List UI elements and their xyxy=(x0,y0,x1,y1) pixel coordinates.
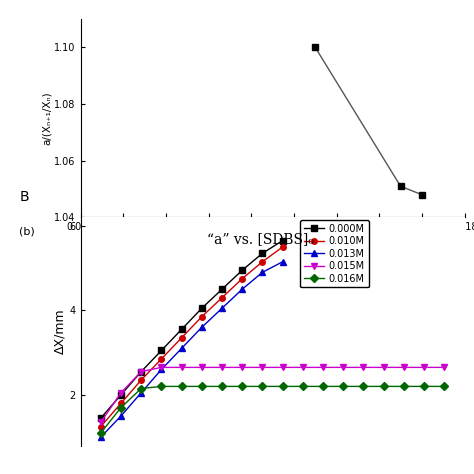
0.015M xyxy=(340,365,346,370)
0.010M xyxy=(280,244,285,250)
0.000M xyxy=(159,347,164,353)
0.016M xyxy=(320,383,326,389)
0.016M xyxy=(300,383,306,389)
0.015M xyxy=(421,365,427,370)
Line: 0.016M: 0.016M xyxy=(98,383,447,436)
0.016M xyxy=(260,383,265,389)
0.013M xyxy=(239,286,245,292)
0.015M xyxy=(280,365,285,370)
Line: 0.013M: 0.013M xyxy=(98,259,285,440)
0.013M xyxy=(138,390,144,396)
0.013M xyxy=(159,367,164,373)
0.016M xyxy=(280,383,285,389)
0.000M xyxy=(239,267,245,273)
Legend: 0.000M, 0.010M, 0.013M, 0.015M, 0.016M: 0.000M, 0.010M, 0.013M, 0.015M, 0.016M xyxy=(301,220,369,287)
0.016M xyxy=(219,383,225,389)
0.013M xyxy=(280,259,285,264)
0.013M xyxy=(179,346,184,351)
0.015M xyxy=(361,365,366,370)
0.015M xyxy=(118,390,124,396)
0.016M xyxy=(179,383,184,389)
Line: 0.000M: 0.000M xyxy=(98,238,285,421)
0.015M xyxy=(260,365,265,370)
0.013M xyxy=(118,413,124,419)
0.010M xyxy=(260,259,265,264)
0.010M xyxy=(199,314,205,319)
0.010M xyxy=(159,356,164,362)
Line: 0.015M: 0.015M xyxy=(98,365,447,425)
0.015M xyxy=(179,365,184,370)
0.000M xyxy=(138,369,144,374)
0.000M xyxy=(179,327,184,332)
0.016M xyxy=(381,383,386,389)
0.015M xyxy=(219,365,225,370)
Text: B: B xyxy=(19,190,29,204)
0.015M xyxy=(320,365,326,370)
0.015M xyxy=(441,365,447,370)
0.015M xyxy=(199,365,205,370)
0.010M xyxy=(179,335,184,341)
0.000M xyxy=(280,238,285,244)
Y-axis label: a/(Xₙ₊₁/Xₙ): a/(Xₙ₊₁/Xₙ) xyxy=(42,91,52,145)
X-axis label: C₀[SDBS] mol/l: C₀[SDBS] mol/l xyxy=(231,235,314,245)
0.010M xyxy=(138,377,144,383)
0.000M xyxy=(98,415,104,421)
0.010M xyxy=(239,276,245,282)
0.015M xyxy=(159,365,164,370)
0.013M xyxy=(260,269,265,275)
0.013M xyxy=(98,434,104,440)
0.016M xyxy=(239,383,245,389)
0.016M xyxy=(441,383,447,389)
0.000M xyxy=(118,392,124,398)
Line: 0.010M: 0.010M xyxy=(98,244,285,429)
Text: “a” vs. [SDBS]₀: “a” vs. [SDBS]₀ xyxy=(207,232,314,246)
0.016M xyxy=(159,383,164,389)
0.013M xyxy=(199,324,205,330)
0.015M xyxy=(98,419,104,425)
Y-axis label: ΔX/mm: ΔX/mm xyxy=(54,309,67,354)
0.015M xyxy=(239,365,245,370)
0.015M xyxy=(401,365,407,370)
0.016M xyxy=(138,386,144,392)
0.010M xyxy=(118,401,124,406)
0.010M xyxy=(219,295,225,301)
0.016M xyxy=(199,383,205,389)
0.013M xyxy=(219,305,225,311)
0.015M xyxy=(138,369,144,374)
Text: (b): (b) xyxy=(19,227,35,237)
0.016M xyxy=(118,405,124,410)
0.016M xyxy=(361,383,366,389)
0.016M xyxy=(421,383,427,389)
0.016M xyxy=(401,383,407,389)
0.000M xyxy=(199,305,205,311)
0.000M xyxy=(219,286,225,292)
0.016M xyxy=(98,430,104,436)
0.016M xyxy=(340,383,346,389)
0.015M xyxy=(300,365,306,370)
0.000M xyxy=(260,250,265,256)
0.015M xyxy=(381,365,386,370)
0.010M xyxy=(98,424,104,429)
